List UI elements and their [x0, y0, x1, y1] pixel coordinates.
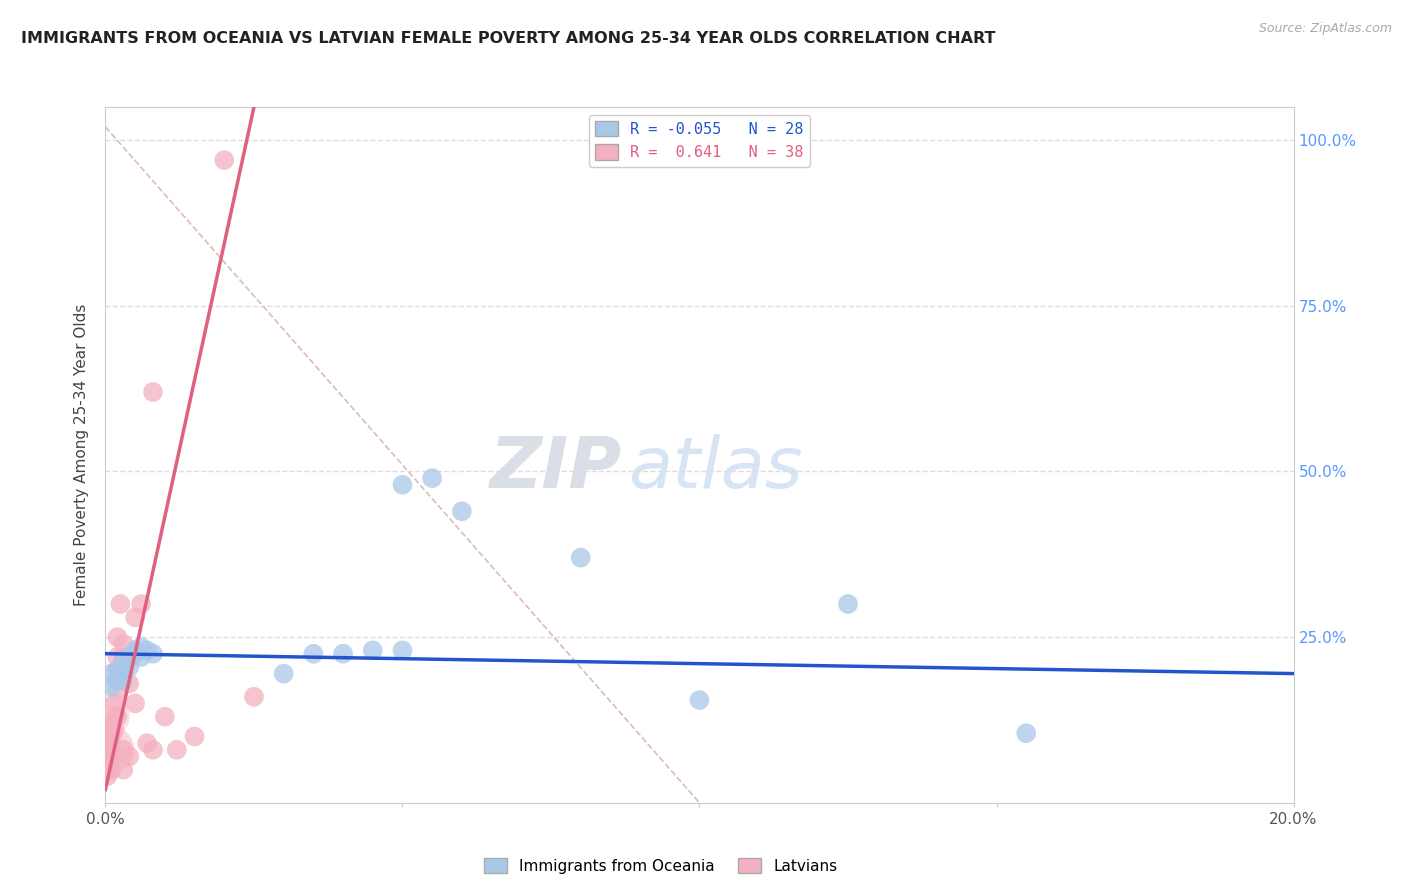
Point — [112, 650, 135, 665]
Point — [450, 504, 472, 518]
Point — [105, 663, 128, 677]
Point — [100, 680, 122, 694]
Point — [118, 660, 141, 674]
Point — [391, 477, 413, 491]
Text: Source: ZipAtlas.com: Source: ZipAtlas.com — [1258, 22, 1392, 36]
Point — [112, 653, 135, 667]
Point — [98, 749, 121, 764]
Point — [332, 647, 354, 661]
Point — [273, 666, 295, 681]
Point — [105, 673, 128, 688]
Point — [98, 743, 121, 757]
Point — [124, 697, 146, 711]
Point — [100, 736, 122, 750]
Point — [105, 670, 128, 684]
Text: ZIP: ZIP — [491, 434, 623, 503]
Point — [105, 663, 128, 677]
Point — [103, 723, 125, 737]
Point — [129, 650, 152, 665]
Point — [98, 730, 121, 744]
Point — [183, 730, 205, 744]
Point — [136, 643, 159, 657]
Text: IMMIGRANTS FROM OCEANIA VS LATVIAN FEMALE POVERTY AMONG 25-34 YEAR OLDS CORRELAT: IMMIGRANTS FROM OCEANIA VS LATVIAN FEMAL… — [21, 31, 995, 46]
Point — [243, 690, 266, 704]
Point — [112, 763, 135, 777]
Point — [100, 666, 122, 681]
Point — [166, 743, 188, 757]
Point — [118, 749, 141, 764]
Legend: Immigrants from Oceania, Latvians: Immigrants from Oceania, Latvians — [478, 852, 844, 880]
Point — [100, 749, 122, 764]
Point — [124, 610, 146, 624]
Point — [103, 697, 125, 711]
Point — [112, 743, 135, 757]
Point — [100, 709, 122, 723]
Point — [105, 709, 128, 723]
Point — [124, 643, 146, 657]
Point — [118, 650, 141, 665]
Legend: R = -0.055   N = 28, R =  0.641   N = 38: R = -0.055 N = 28, R = 0.641 N = 38 — [589, 115, 810, 167]
Point — [837, 597, 859, 611]
Y-axis label: Female Poverty Among 25-34 Year Olds: Female Poverty Among 25-34 Year Olds — [75, 304, 90, 606]
Point — [100, 730, 122, 744]
Point — [103, 709, 125, 723]
Point — [110, 597, 132, 611]
Point — [112, 637, 135, 651]
Point — [96, 769, 118, 783]
Point — [153, 709, 176, 723]
Point — [1015, 726, 1038, 740]
Point — [105, 630, 128, 644]
Point — [142, 743, 165, 757]
Point — [136, 736, 159, 750]
Point — [569, 550, 592, 565]
Point — [420, 471, 443, 485]
Text: atlas: atlas — [628, 434, 803, 503]
Point — [105, 650, 128, 665]
Point — [361, 643, 384, 657]
Point — [105, 683, 128, 698]
Point — [129, 640, 152, 654]
Point — [689, 693, 711, 707]
Point — [98, 743, 121, 757]
Point — [97, 763, 120, 777]
Point — [112, 663, 135, 677]
Point — [129, 597, 152, 611]
Point — [100, 743, 122, 757]
Point — [100, 716, 122, 731]
Point — [142, 647, 165, 661]
Point — [124, 647, 146, 661]
Point — [302, 647, 325, 661]
Point — [391, 643, 413, 657]
Point — [118, 676, 141, 690]
Point — [100, 763, 122, 777]
Point — [214, 153, 236, 167]
Point — [97, 756, 120, 770]
Point — [112, 673, 135, 688]
Point — [142, 384, 165, 399]
